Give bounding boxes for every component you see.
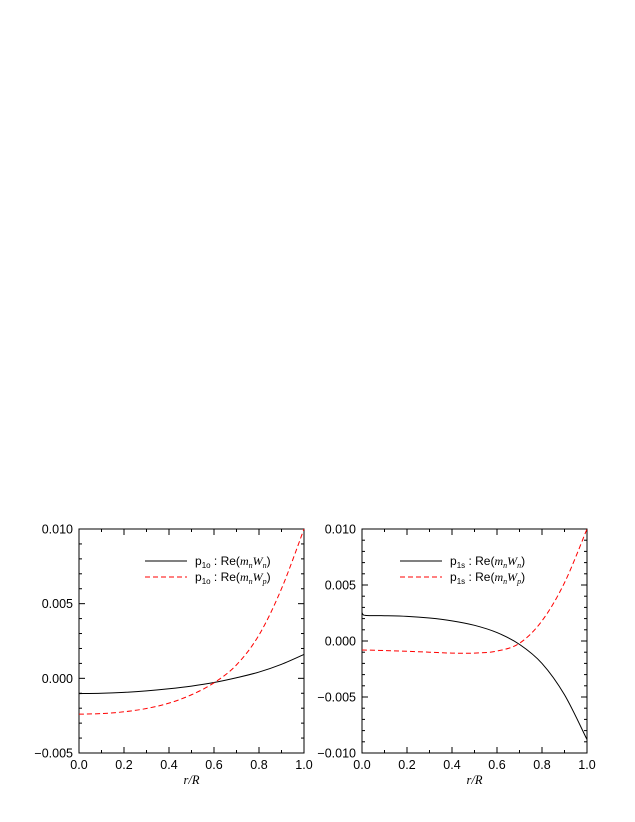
series-line-dashed <box>78 528 305 715</box>
series-line-solid <box>78 653 305 695</box>
series-line-dashed <box>361 528 588 654</box>
x-tick-label: 0.2 <box>115 758 132 772</box>
legend-entry: p1s : Re(mnWp) <box>450 570 525 586</box>
left-plot-panel: 0.0 0.2 0.4 0.6 0.8 1.0 −0.005 0.000 0.005 0.010 r… <box>34 523 312 788</box>
y-tick-label: 0.000 <box>42 672 73 686</box>
series-line-solid <box>361 612 588 740</box>
y-tick-label: 0.005 <box>42 597 73 611</box>
y-tick-label: −0.010 <box>317 747 356 761</box>
y-tick-label: 0.010 <box>42 523 73 537</box>
x-tick-label: 0.0 <box>353 758 370 772</box>
y-tick-label: −0.005 <box>34 747 73 761</box>
x-tick-label: 0.4 <box>443 758 460 772</box>
x-tick-label: 1.0 <box>295 758 312 772</box>
right-plot-panel: 0.0 0.2 0.4 0.6 0.8 1.0 −0.010 −0.005 0.000 0.005… <box>317 523 595 788</box>
x-tick-label: 0.6 <box>205 758 222 772</box>
x-axis-title: r/R <box>184 773 200 787</box>
x-tick-label: 0.0 <box>70 758 87 772</box>
x-tick-label: 1.0 <box>578 758 595 772</box>
y-tick-label: 0.005 <box>325 579 356 593</box>
x-tick-label: 0.2 <box>398 758 415 772</box>
y-tick-label: 0.000 <box>325 635 356 649</box>
y-tick-label: −0.005 <box>317 691 356 705</box>
x-tick-label: 0.8 <box>250 758 267 772</box>
legend-entry: p1s : Re(mnWn) <box>450 554 525 570</box>
x-axis-title: r/R <box>467 773 483 787</box>
legend-entry: p1o : Re(mnWp) <box>195 570 271 586</box>
y-tick-label: 0.010 <box>325 523 356 537</box>
x-tick-label: 0.6 <box>488 758 505 772</box>
x-tick-label: 0.4 <box>160 758 177 772</box>
legend-entry: p1o : Re(mnWn) <box>195 554 271 570</box>
x-tick-label: 0.8 <box>533 758 550 772</box>
